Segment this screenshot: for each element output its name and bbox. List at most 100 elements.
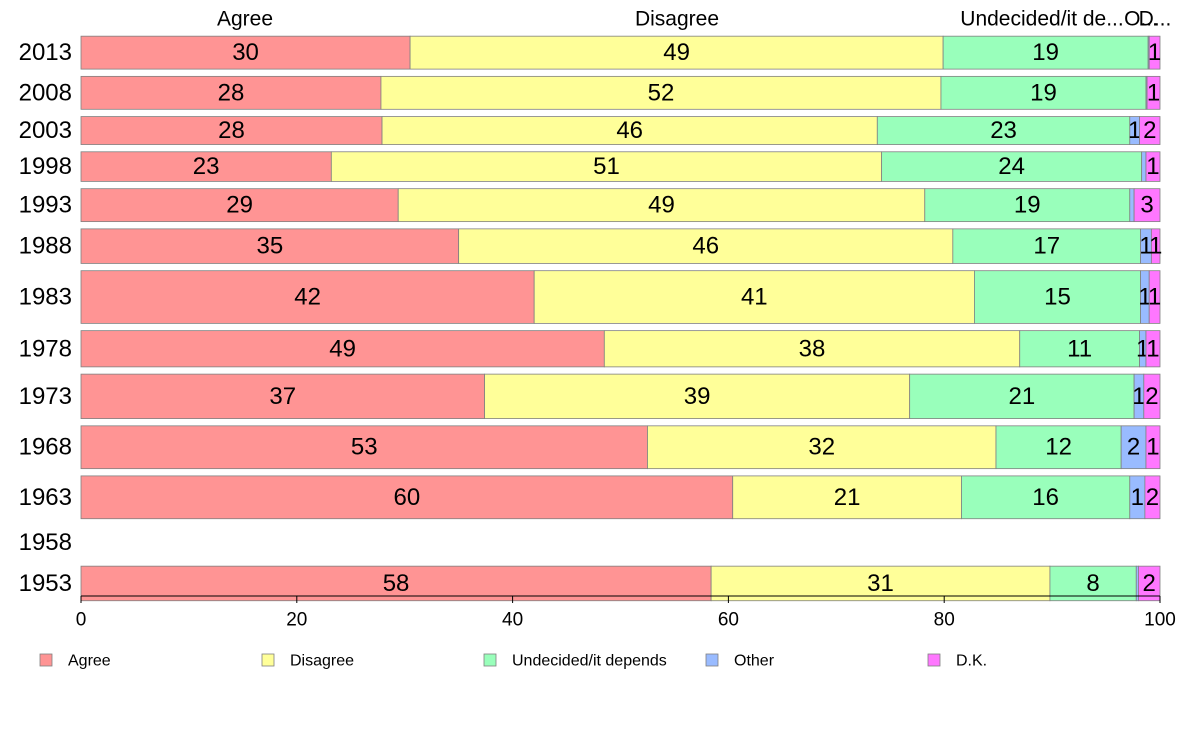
data-label-1988-1: 46 [692, 233, 719, 260]
y-axis-labels: 2013 2008 2003 1998 1993 1988 1983 1978 1973 1968… [19, 39, 72, 597]
data-label-1973-2: 21 [1009, 383, 1036, 410]
data-label-1978-0: 49 [329, 335, 356, 362]
bar-segment-1973-d-k- [1143, 373, 1161, 419]
bar-segment-1993-agree [80, 188, 399, 223]
data-label-1953-1: 31 [867, 570, 894, 597]
bar-segment-1973-agree [80, 373, 485, 419]
data-label-2008-2: 19 [1030, 79, 1057, 106]
x-tick-label-100: 100 [1144, 610, 1176, 631]
y-tick-label-2013: 2013 [19, 39, 72, 66]
x-tick-label-80: 80 [934, 610, 955, 631]
bar-segment-1983-agree [80, 270, 535, 324]
bar-segment-1953-disagree [710, 565, 1051, 602]
bar-segment-1953-d-k- [1138, 565, 1161, 602]
data-label-2013-2: 19 [1032, 39, 1059, 66]
data-label-1973-3: 1 [1132, 383, 1145, 410]
bar-segment-1968-disagree [647, 425, 997, 470]
bar-segment-1988-disagree [458, 228, 954, 264]
y-tick-label-1978: 1978 [19, 335, 72, 362]
data-label-1953-0: 58 [383, 570, 410, 597]
x-tick-label-60: 60 [718, 610, 739, 631]
bar-segment-1993-disagree [397, 188, 926, 223]
top-label-1: Disagree [635, 8, 719, 31]
x-tick-label-0: 0 [76, 610, 87, 631]
bar-segment-1998-agree [80, 151, 332, 182]
bar-segment-1973-undecided-it-depends [909, 373, 1135, 419]
top-label-0: Agree [217, 8, 273, 31]
legend-label-0: Agree [68, 653, 111, 670]
legend-swatch-0 [39, 653, 53, 667]
y-tick-label-2008: 2008 [19, 79, 72, 106]
bar-segment-1968-undecided-it-depends [995, 425, 1122, 470]
bar-segment-2008-d-k- [1146, 75, 1161, 110]
y-tick-label-1958: 1958 [19, 529, 72, 556]
data-label-1973-1: 39 [684, 383, 711, 410]
data-label-2003-2: 23 [990, 117, 1017, 144]
data-label-2013-4: 1 [1148, 39, 1161, 66]
y-tick-label-1973: 1973 [19, 383, 72, 410]
legend-swatch-3 [705, 653, 719, 667]
bar-segment-1963-agree [80, 475, 734, 520]
bar-segment-2003-disagree [381, 116, 878, 145]
data-label-1983-2: 15 [1044, 284, 1071, 311]
data-label-1963-1: 21 [834, 484, 861, 511]
bar-segment-2008-disagree [380, 75, 942, 110]
top-label-4: D... [1139, 8, 1172, 31]
bar-segment-1968-agree [80, 425, 648, 470]
bar-segment-1988-d-k- [1150, 228, 1161, 264]
data-label-1998-0: 23 [193, 153, 220, 180]
data-label-1963-3: 1 [1131, 484, 1144, 511]
data-label-2008-4: 1 [1147, 79, 1160, 106]
bar-segment-1993-other [1129, 188, 1135, 223]
data-label-1993-1: 49 [648, 192, 675, 219]
data-label-1963-2: 16 [1032, 484, 1059, 511]
data-label-1998-4: 1 [1146, 153, 1159, 180]
data-label-2003-3: 1 [1128, 117, 1141, 144]
data-label-1993-0: 29 [226, 192, 253, 219]
x-tick-label-40: 40 [502, 610, 523, 631]
data-label-1968-0: 53 [351, 434, 378, 461]
data-label-1988-3: 1 [1139, 233, 1152, 260]
data-label-1983-3: 1 [1138, 284, 1151, 311]
legend: Agree Disagree Undecided/it depends Other D.… [39, 653, 987, 670]
bar-segment-2008-undecided-it-depends [940, 75, 1147, 110]
data-label-1978-1: 38 [799, 335, 826, 362]
data-label-1988-2: 17 [1033, 233, 1060, 260]
legend-swatch-1 [261, 653, 275, 667]
data-label-2013-1: 49 [663, 39, 690, 66]
bar-segment-1978-undecided-it-depends [1019, 330, 1140, 368]
data-label-1963-4: 2 [1146, 484, 1159, 511]
data-label-1983-4: 1 [1148, 284, 1161, 311]
y-tick-label-1988: 1988 [19, 233, 72, 260]
bar-segment-1953-agree [80, 565, 712, 602]
y-tick-label-1953: 1953 [19, 570, 72, 597]
data-label-1983-0: 42 [294, 284, 321, 311]
bar-segment-1993-d-k- [1133, 188, 1161, 223]
bar-segment-2013-disagree [409, 35, 944, 70]
data-label-1973-4: 2 [1145, 383, 1158, 410]
bar-segment-1998-disagree [330, 151, 883, 182]
top-category-labels: Agree Disagree Undecided/it de... O...D... [217, 8, 1171, 31]
y-tick-label-2003: 2003 [19, 117, 72, 144]
data-label-1968-2: 12 [1045, 434, 1072, 461]
bar-segment-2013-d-k- [1148, 35, 1161, 70]
bar-segment-1963-disagree [732, 475, 962, 520]
data-label-1993-4: 3 [1140, 192, 1153, 219]
top-label-2: Undecided/it de... [960, 8, 1123, 31]
data-label-1988-0: 35 [256, 233, 283, 260]
legend-label-1: Disagree [290, 653, 354, 670]
bar-segment-2003-undecided-it-depends [876, 116, 1131, 145]
bar-segment-1993-undecided-it-depends [924, 188, 1131, 223]
data-label-2008-0: 28 [218, 79, 245, 106]
data-label-1953-4: 2 [1143, 570, 1156, 597]
bar-segment-1953-undecided-it-depends [1049, 565, 1137, 602]
data-label-1993-2: 19 [1014, 192, 1041, 219]
data-label-1968-1: 32 [808, 434, 835, 461]
top-label-3: O... [1124, 8, 1158, 31]
data-label-1968-3: 2 [1127, 434, 1140, 461]
data-label-1968-4: 1 [1146, 434, 1159, 461]
bar-segment-1968-other [1120, 425, 1147, 470]
data-label-1973-0: 37 [269, 383, 296, 410]
legend-swatch-4 [927, 653, 941, 667]
